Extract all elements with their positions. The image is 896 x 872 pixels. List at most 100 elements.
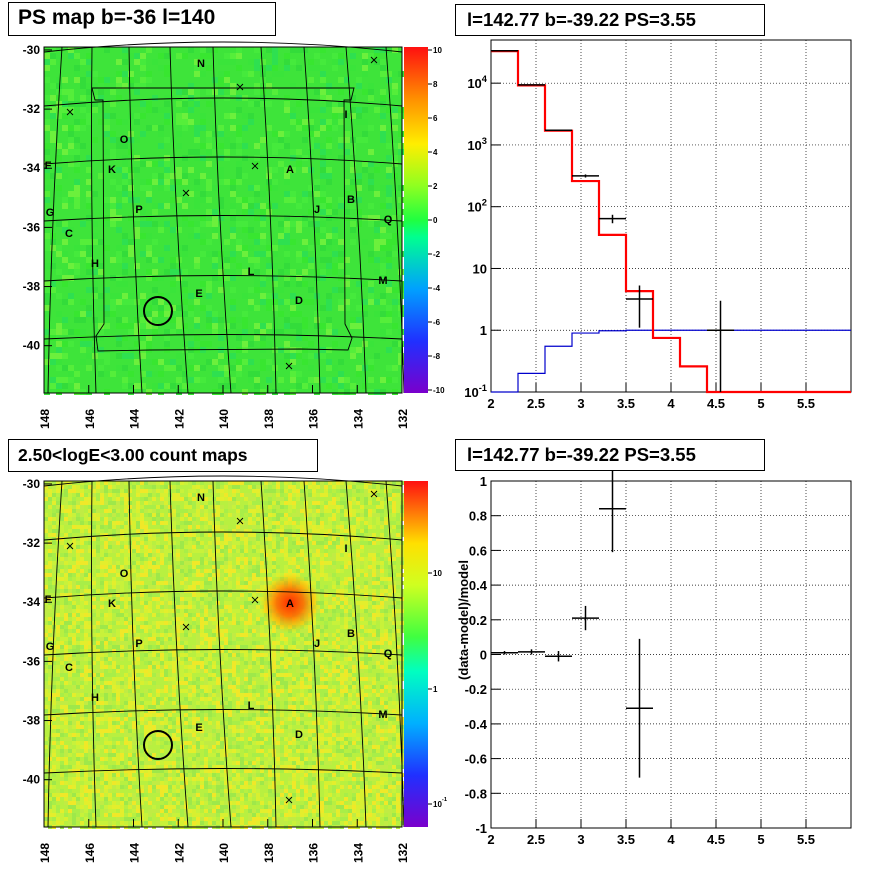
map-pixel	[340, 557, 344, 561]
map-pixel	[68, 485, 72, 489]
map-pixel	[170, 365, 176, 371]
map-pixel	[68, 371, 74, 377]
map-pixel	[252, 557, 256, 561]
map-pixel	[368, 537, 372, 541]
map-pixel	[44, 143, 50, 149]
map-pixel	[132, 633, 136, 637]
x-tick-label: 138	[262, 409, 276, 429]
map-pixel	[392, 299, 398, 305]
map-pixel	[308, 137, 314, 143]
map-pixel	[132, 513, 136, 517]
map-pixel	[204, 617, 208, 621]
map-pixel	[228, 601, 232, 605]
map-pixel	[260, 613, 264, 617]
map-pixel	[74, 185, 80, 191]
map-pixel	[248, 119, 254, 125]
map-pixel	[352, 565, 356, 569]
map-pixel	[348, 645, 352, 649]
map-pixel	[74, 269, 80, 275]
map-pixel	[48, 649, 52, 653]
map-pixel	[88, 585, 92, 589]
map-pixel	[206, 251, 212, 257]
map-pixel	[312, 569, 316, 573]
map-pixel	[180, 569, 184, 573]
map-pixel	[100, 553, 104, 557]
map-pixel	[228, 613, 232, 617]
map-pixel	[332, 601, 336, 605]
map-pixel	[164, 589, 168, 593]
map-pixel	[120, 577, 124, 581]
map-pixel	[290, 221, 296, 227]
map-pixel	[164, 597, 168, 601]
map-pixel	[84, 513, 88, 517]
map-pixel	[232, 485, 236, 489]
map-pixel	[208, 537, 212, 541]
map-pixel	[184, 585, 188, 589]
map-pixel	[98, 347, 104, 353]
map-pixel	[266, 263, 272, 269]
map-pixel	[248, 497, 252, 501]
map-pixel	[260, 191, 266, 197]
map-pixel	[324, 613, 328, 617]
map-pixel	[218, 275, 224, 281]
map-pixel	[68, 541, 72, 545]
map-pixel	[228, 553, 232, 557]
map-pixel	[244, 545, 248, 549]
map-pixel	[276, 573, 280, 577]
map-pixel	[364, 633, 368, 637]
map-pixel	[68, 275, 74, 281]
map-pixel	[296, 335, 302, 341]
map-pixel	[96, 513, 100, 517]
map-pixel	[84, 553, 88, 557]
map-pixel	[120, 565, 124, 569]
map-pixel	[196, 485, 200, 489]
map-pixel	[336, 505, 340, 509]
map-pixel	[56, 509, 60, 513]
map-pixel	[336, 509, 340, 513]
map-pixel	[320, 107, 326, 113]
map-pixel	[144, 565, 148, 569]
map-pixel	[248, 633, 252, 637]
map-pixel	[164, 71, 170, 77]
map-pixel	[148, 497, 152, 501]
map-pixel	[392, 485, 396, 489]
map-pixel	[356, 561, 360, 565]
map-pixel	[372, 553, 376, 557]
map-pixel	[356, 525, 360, 529]
map-pixel	[146, 185, 152, 191]
map-pixel	[216, 621, 220, 625]
map-pixel	[212, 553, 216, 557]
map-pixel	[112, 601, 116, 605]
map-pixel	[362, 299, 368, 305]
map-pixel	[252, 509, 256, 513]
map-pixel	[184, 581, 188, 585]
map-pixel	[368, 565, 372, 569]
map-pixel	[248, 629, 252, 633]
map-pixel	[296, 517, 300, 521]
map-pixel	[152, 565, 156, 569]
map-pixel	[326, 239, 332, 245]
map-pixel	[392, 125, 398, 131]
map-pixel	[240, 537, 244, 541]
map-pixel	[278, 227, 284, 233]
map-pixel	[158, 305, 164, 311]
map-pixel	[212, 323, 218, 329]
map-pixel	[338, 155, 344, 161]
map-pixel	[314, 239, 320, 245]
map-pixel	[252, 577, 256, 581]
map-pixel	[116, 605, 120, 609]
map-pixel	[284, 143, 290, 149]
map-pixel	[182, 179, 188, 185]
map-pixel	[44, 489, 48, 493]
map-pixel	[228, 529, 232, 533]
map-pixel	[386, 77, 392, 83]
map-pixel	[376, 541, 380, 545]
map-pixel	[364, 573, 368, 577]
x-tick-label: 4	[667, 396, 675, 411]
map-pixel	[116, 365, 122, 371]
map-pixel	[260, 221, 266, 227]
map-pixel	[316, 585, 320, 589]
map-pixel	[356, 197, 362, 203]
map-pixel	[336, 481, 340, 485]
map-pixel	[328, 545, 332, 549]
